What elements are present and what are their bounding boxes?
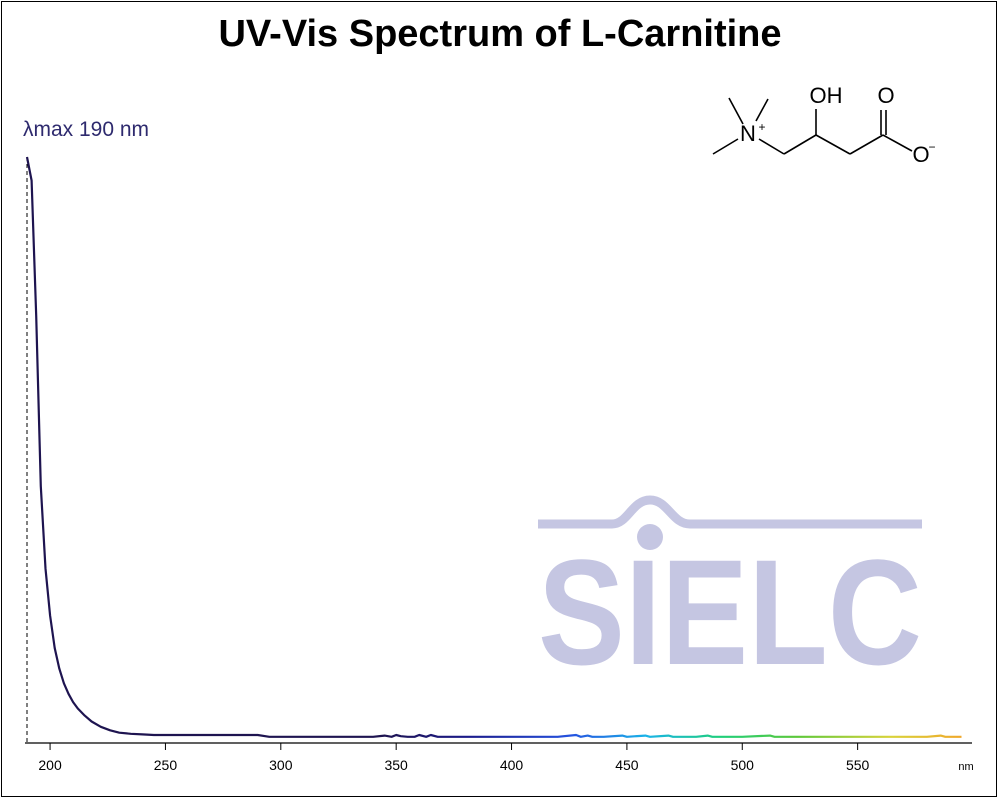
bond-c-c1 xyxy=(783,134,817,155)
x-tick-label: 250 xyxy=(154,757,178,773)
x-tick-label: 200 xyxy=(38,757,62,773)
bond-methyl-1 xyxy=(728,97,744,125)
x-tick-label: 500 xyxy=(731,757,755,773)
structure-label-oh: OH xyxy=(810,83,843,108)
watermark-dot xyxy=(637,524,663,550)
spectrum-series-line xyxy=(25,156,962,738)
x-axis-unit-label: nm xyxy=(958,761,973,773)
x-tick-label: 400 xyxy=(500,757,524,773)
bond-c-c2 xyxy=(815,134,851,155)
bond-c-c3 xyxy=(849,134,884,155)
x-tick-label: 450 xyxy=(615,757,639,773)
structure-label-n: N xyxy=(740,121,756,146)
x-axis-ticks: 200 250 300 350 400 450 500 550 xyxy=(38,743,870,773)
structure-charge-plus: + xyxy=(758,120,765,134)
watermark-text: SIELC xyxy=(538,528,922,696)
structure-label-o-minus: O xyxy=(912,142,929,167)
x-tick-label: 300 xyxy=(269,757,293,773)
lambda-max-label: λmax 190 nm xyxy=(23,118,149,141)
x-tick-label: 350 xyxy=(384,757,408,773)
sielc-watermark: SIELC xyxy=(538,495,922,696)
structure-charge-minus: − xyxy=(928,140,935,154)
x-tick-label: 550 xyxy=(846,757,870,773)
watermark-swoosh xyxy=(538,495,922,529)
l-carnitine-structure xyxy=(712,97,913,155)
bond-methyl-3 xyxy=(712,138,739,155)
chart-title: UV-Vis Spectrum of L-Carnitine xyxy=(218,13,781,55)
structure-label-o: O xyxy=(877,83,894,108)
bond-c-o-minus xyxy=(882,134,913,152)
bond-n-c xyxy=(758,138,785,155)
bond-methyl-2 xyxy=(755,98,769,122)
